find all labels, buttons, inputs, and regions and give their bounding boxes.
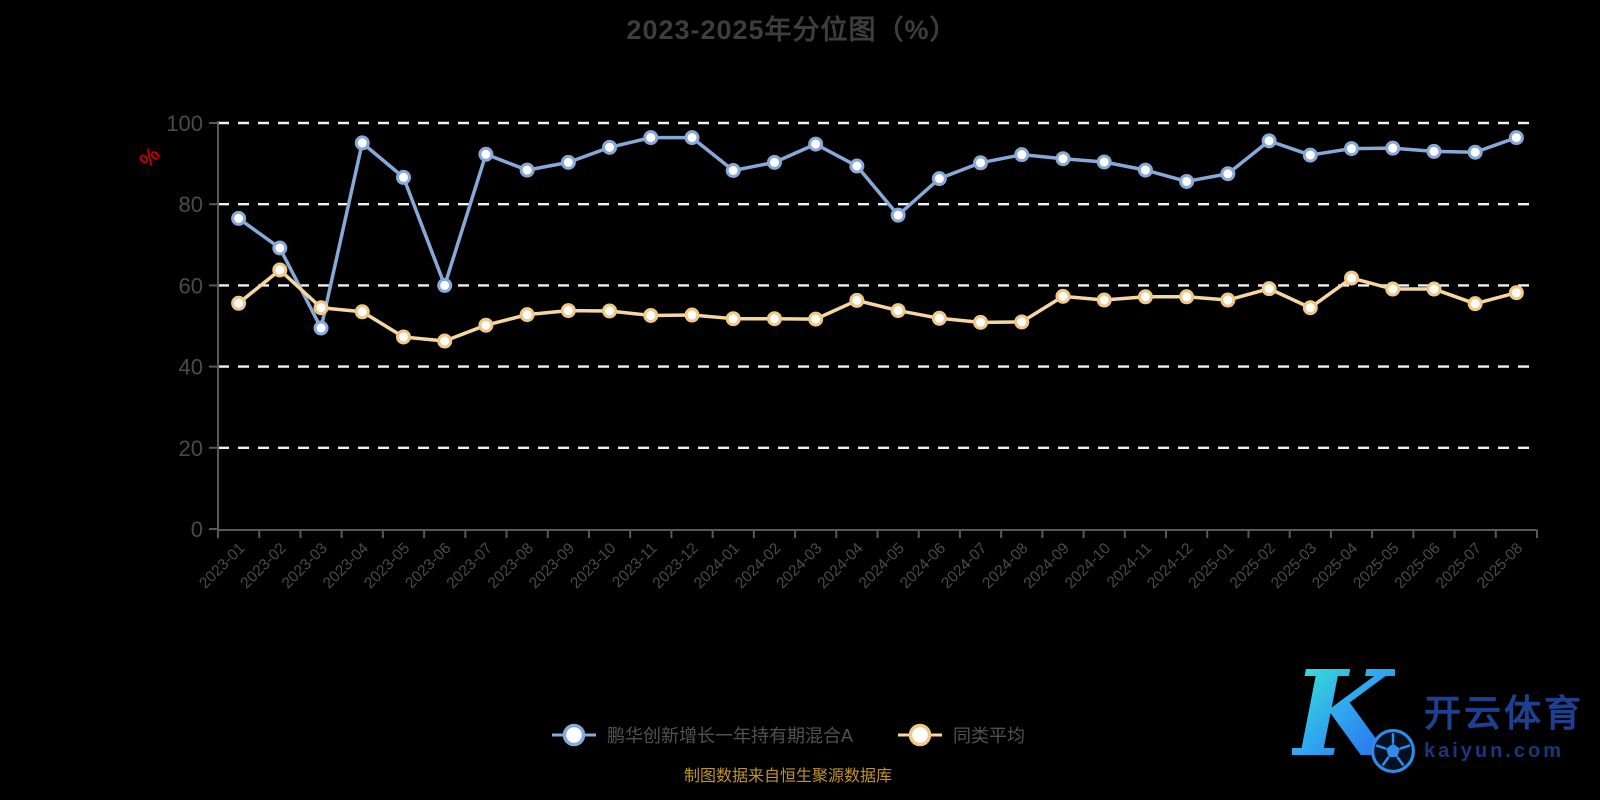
kaiyun-logo: K	[1290, 650, 1418, 792]
legend-label-average: 同类平均	[953, 726, 1025, 746]
data-source-note: 制图数据来自恒生聚源数据库	[683, 768, 892, 785]
legend-item-average[interactable]: 同类平均	[897, 721, 1025, 749]
kaiyun-brand-text: 开云体育 kaiyun.com	[1424, 692, 1584, 763]
legend-label-fund: 鹏华创新增长一年持有期混合A	[606, 726, 853, 746]
kaiyun-watermark: K 开云体育 kaiyun.com	[1290, 650, 1584, 792]
legend-item-fund[interactable]: 鹏华创新增长一年持有期混合A	[551, 721, 853, 749]
kaiyun-brand-name: 开云体育	[1424, 692, 1584, 734]
svg-text:80: 80	[179, 192, 203, 217]
svg-text:2024-10: 2024-10	[1062, 540, 1115, 593]
svg-text:2025-08: 2025-08	[1474, 540, 1526, 592]
percentile-line-chart: 0204060801002023-012023-022023-032023-04…	[166, 111, 1538, 593]
kaiyun-url: kaiyun.com	[1424, 739, 1565, 762]
svg-text:100: 100	[166, 111, 203, 136]
svg-text:20: 20	[179, 436, 203, 461]
legend: 鹏华创新增长一年持有期混合A 同类平均	[0, 721, 1576, 749]
svg-text:2023-10: 2023-10	[567, 540, 620, 593]
svg-text:60: 60	[179, 273, 203, 298]
legend-marker-average-icon	[898, 723, 942, 747]
chart-title: 2023-2025年分位图（%）	[626, 15, 958, 45]
svg-text:40: 40	[179, 355, 203, 380]
svg-text:0: 0	[191, 517, 203, 542]
legend-marker-fund-icon	[551, 723, 596, 747]
soccer-ball-icon	[1371, 729, 1415, 773]
